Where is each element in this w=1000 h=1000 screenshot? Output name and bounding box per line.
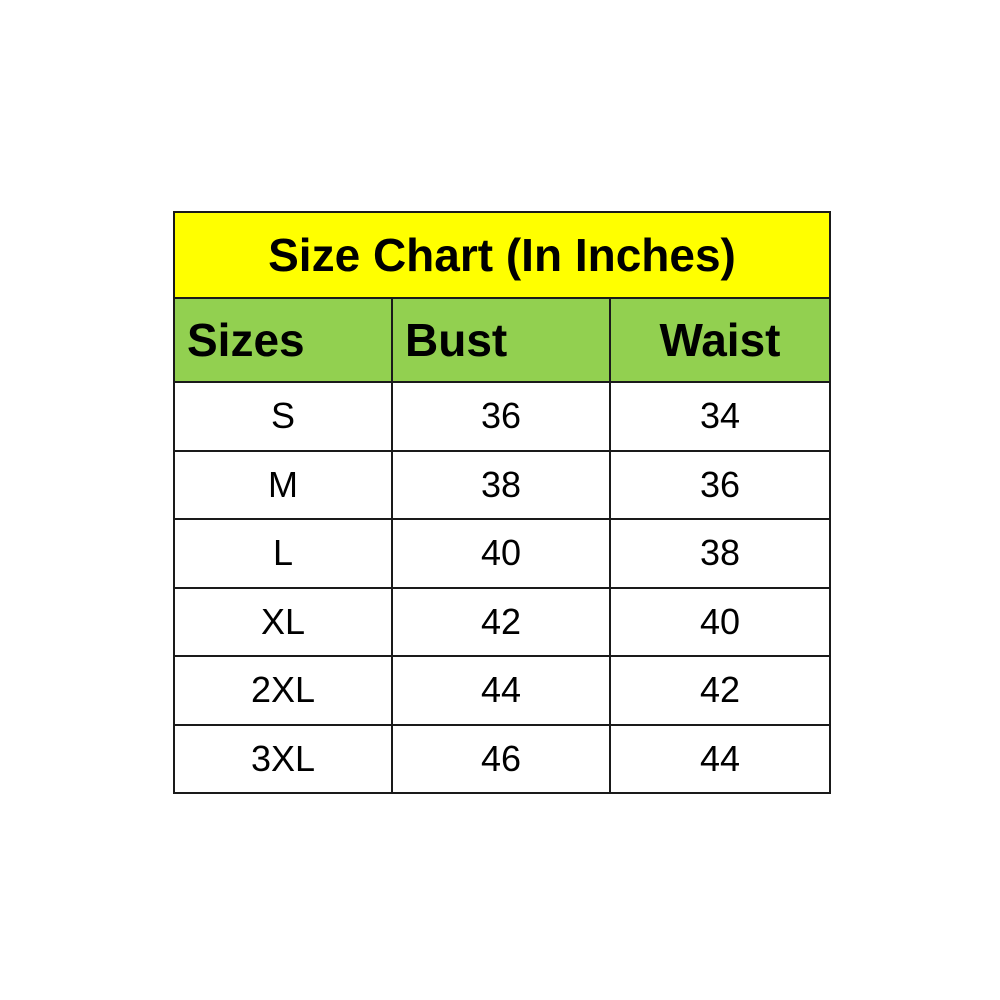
header-row: Sizes Bust Waist [173,297,832,383]
bust-cell: 38 [391,449,611,520]
table-row: S 36 34 [173,381,832,452]
waist-cell: 34 [608,381,832,452]
table-row: 2XL 44 42 [173,655,832,726]
table-row: 3XL 46 44 [173,723,832,794]
size-cell: 3XL [173,723,393,794]
size-chart-table: Size Chart (In Inches) Sizes Bust Waist … [172,211,832,794]
waist-cell: 40 [608,586,832,657]
waist-cell: 44 [608,723,832,794]
waist-cell: 42 [608,655,832,726]
title-row: Size Chart (In Inches) [172,211,832,299]
waist-cell: 36 [608,449,832,520]
bust-cell: 36 [391,381,611,452]
bust-cell: 42 [391,586,611,657]
size-cell: L [173,518,393,589]
size-cell: S [173,381,393,452]
waist-cell: 38 [608,518,832,589]
table-title: Size Chart (In Inches) [172,211,832,299]
bust-cell: 46 [391,723,611,794]
bust-cell: 40 [391,518,611,589]
column-header-sizes: Sizes [173,297,393,383]
table-row: XL 42 40 [173,586,832,657]
size-cell: XL [173,586,393,657]
table-row: L 40 38 [173,518,832,589]
column-header-bust: Bust [391,297,611,383]
table-row: M 38 36 [173,449,832,520]
bust-cell: 44 [391,655,611,726]
size-cell: M [173,449,393,520]
column-header-waist: Waist [608,297,832,383]
size-cell: 2XL [173,655,393,726]
